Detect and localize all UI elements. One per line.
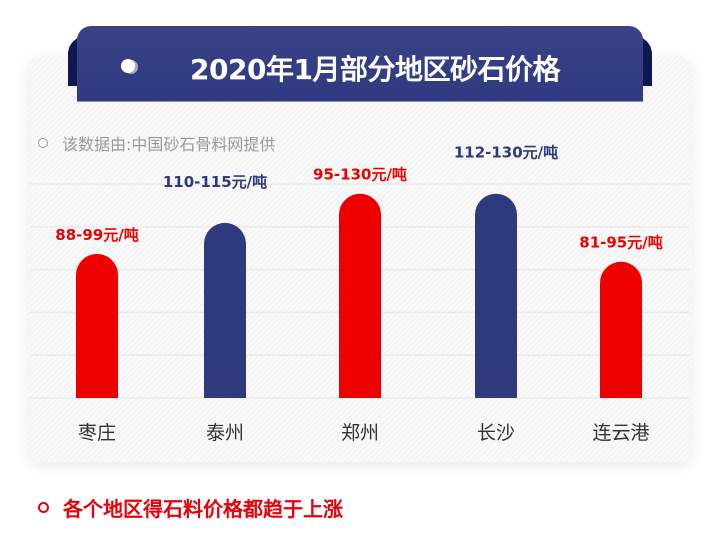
source-note: 该数据由:中国砂石骨料网提供 [38,131,275,155]
bar [475,193,517,398]
bar [204,222,246,398]
bar [76,253,118,398]
data-label: 81-95元/吨 [579,234,662,252]
data-label: 88-99元/吨 [55,226,138,244]
source-note-text: 该数据由:中国砂石骨料网提供 [62,135,276,154]
page-title: 2020年1月部分地区砂石价格 [190,52,560,86]
bar [600,261,642,398]
data-label: 112-130元/吨 [454,144,558,162]
bullet-icon [121,59,135,73]
data-label: 110-115元/吨 [163,173,267,191]
x-tick-label: 泰州 [206,422,244,444]
data-label: 95-130元/吨 [313,166,407,184]
x-tick-label: 连云港 [592,422,649,444]
x-tick-label: 长沙 [477,422,515,444]
circle-bullet-icon [38,138,48,148]
title-banner: 2020年1月部分地区砂石价格 [77,26,643,102]
circle-bullet-icon [38,502,49,513]
footer-note: 各个地区得石料价格都趋于上涨 [38,493,343,522]
footer-note-text: 各个地区得石料价格都趋于上涨 [63,497,343,521]
x-tick-label: 枣庄 [78,422,116,444]
x-tick-label: 郑州 [341,422,379,444]
bar [339,193,381,398]
